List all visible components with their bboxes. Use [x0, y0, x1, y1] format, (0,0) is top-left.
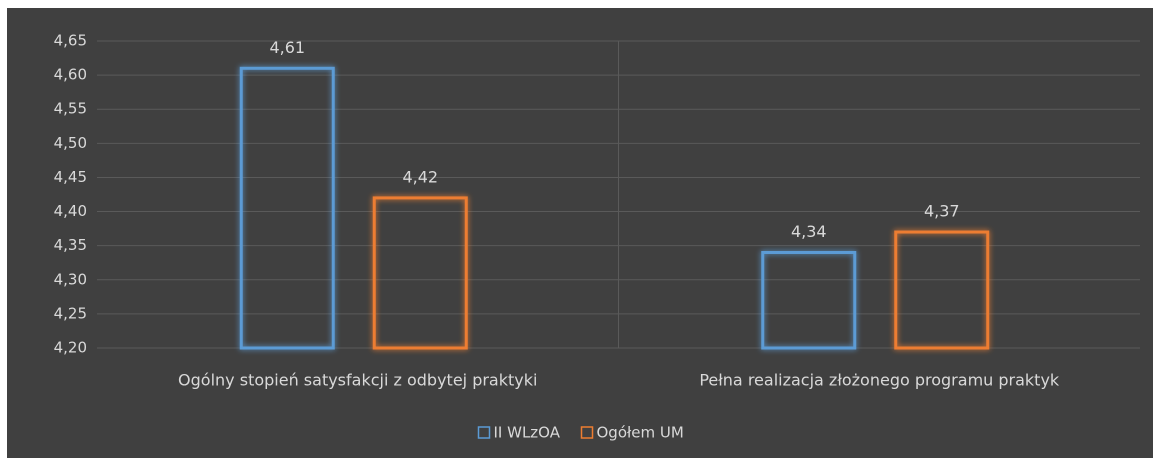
data-label: 4,42 [402, 167, 438, 186]
y-tick-label: 4,55 [54, 100, 87, 118]
bar [239, 66, 335, 350]
legend-label: II WLzOA [494, 424, 561, 442]
y-tick-label: 4,45 [54, 168, 87, 186]
legend-label: Ogółem UM [597, 424, 684, 442]
data-label: 4,61 [269, 38, 305, 57]
y-tick-label: 4,20 [54, 339, 87, 357]
bar [894, 230, 990, 350]
y-tick-label: 4,50 [54, 134, 87, 152]
y-tick-label: 4,35 [54, 236, 87, 254]
bar [372, 196, 468, 350]
x-tick-label: Ogólny stopień satysfakcji z odbytej pra… [178, 371, 537, 390]
y-tick-label: 4,40 [54, 202, 87, 220]
bar [761, 250, 857, 350]
legend-swatch [477, 426, 491, 439]
y-tick-label: 4,65 [54, 32, 87, 50]
data-label: 4,34 [791, 222, 827, 241]
y-tick-label: 4,60 [54, 66, 87, 84]
data-label: 4,37 [924, 202, 960, 221]
legend-swatch [580, 426, 594, 439]
y-tick-label: 4,30 [54, 270, 87, 288]
y-tick-label: 4,25 [54, 304, 87, 322]
x-tick-label: Pełna realizacja złożonego programu prak… [699, 371, 1060, 390]
